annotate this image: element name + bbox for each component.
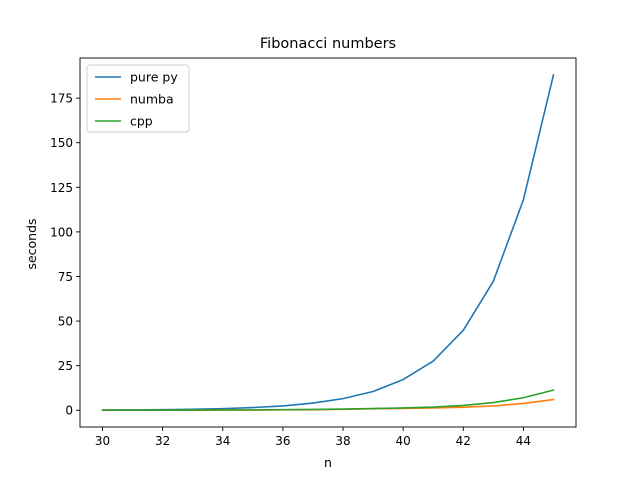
series-line-cpp: [101, 389, 555, 412]
legend: [86, 64, 190, 133]
x-tick-label: 38: [335, 434, 350, 448]
x-tick-label: 34: [215, 434, 230, 448]
x-axis-label: n: [324, 455, 332, 470]
x-tick-label: 32: [155, 434, 170, 448]
axes-frame: [79, 57, 577, 428]
y-axis-label: seconds: [24, 218, 39, 269]
legend-label: pure py: [130, 70, 178, 85]
y-tick-label: 125: [50, 181, 73, 195]
y-tick-label: 75: [58, 270, 73, 284]
legend-label: numba: [130, 92, 174, 107]
y-tick-label: 150: [50, 136, 73, 150]
y-tick-label: 0: [65, 404, 73, 418]
y-tick-label: 25: [58, 359, 73, 373]
legend-label: cpp: [130, 114, 153, 129]
x-tick-label: 30: [95, 434, 110, 448]
x-tick-label: 40: [396, 434, 411, 448]
y-tick-label: 100: [50, 225, 73, 239]
plot-area: 30 32 34 36 38 40 42 44 0 25 50 75 100 125 150 175 pure …: [50, 57, 577, 448]
x-tick-label: 42: [456, 434, 471, 448]
chart-title: Fibonacci numbers: [260, 36, 396, 52]
x-tick-label: 44: [516, 434, 531, 448]
y-tick-label: 175: [50, 92, 73, 106]
x-tick-label: 36: [275, 434, 290, 448]
y-tick-label: 50: [58, 315, 73, 329]
